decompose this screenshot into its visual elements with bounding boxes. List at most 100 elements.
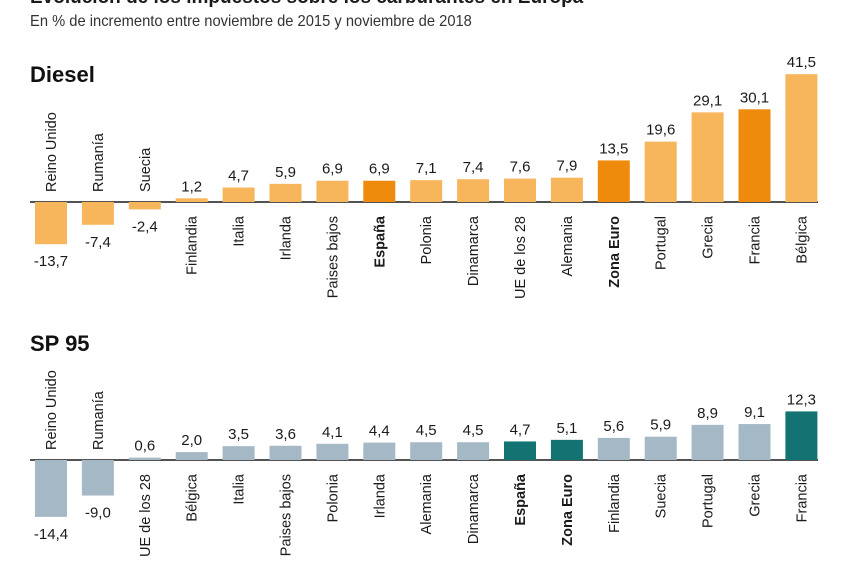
diesel-value-label: 7,1 [416,160,437,177]
diesel-category-label: Polonia [419,215,435,264]
sp95-category-label: Francia [794,473,810,522]
diesel-value-label: 7,6 [510,159,531,176]
sp95-value-label: 12,3 [787,391,816,408]
sp95-bar [738,424,771,460]
sp95-bar [785,411,818,460]
sp95-category-label: Finlandia [607,473,623,533]
sp95-panel-title: SP 95 [30,331,90,356]
diesel-category-label: Irlanda [279,215,295,260]
sp95-value-label: 4,4 [369,423,390,440]
diesel-panel-title: Diesel [30,62,95,87]
diesel-bar [738,109,771,202]
diesel-value-label: 29,1 [693,92,722,109]
sp95-bar [644,436,677,460]
diesel-category-label: Grecia [701,215,717,259]
sp95-category-label: Suecia [654,473,670,518]
sp95-value-label: 4,7 [510,421,531,438]
diesel-bar [128,202,161,210]
diesel-category-label: Zona Euro [607,216,623,288]
diesel-category-label: Alemania [560,215,576,276]
sp95-bar [35,460,67,517]
sp95-bar [269,445,302,460]
diesel-category-label: Finlandia [185,215,201,275]
sp95-category-label: Paises bajos [279,474,295,556]
diesel-category-label: Francia [748,215,764,264]
diesel-bar [363,180,396,202]
sp95-category-label: Portugal [701,474,717,528]
diesel-category-label: Rumanía [91,132,107,192]
sp95-category-label: Bélgica [185,473,201,521]
sp95-bar [410,442,443,460]
diesel-category-label: Reino Unido [44,112,60,192]
diesel-bar [785,74,818,202]
sp95-value-label: 5,1 [556,420,577,437]
sp95-value-label: 4,5 [416,422,437,439]
diesel-value-label: 4,7 [228,168,249,185]
diesel-bar [175,198,208,202]
diesel-bar [457,179,490,202]
sp95-category-label: UE de los 28 [138,474,154,557]
diesel-value-label: -2,4 [132,218,158,235]
sp95-category-label: Reino Unido [44,370,60,450]
diesel-category-label: Bélgica [794,215,810,263]
sp95-category-label: Polonia [325,473,341,522]
diesel-bar [81,202,114,225]
sp95-value-label: 3,6 [275,426,296,443]
sp95-bar [691,424,724,460]
sp95-bar [222,446,255,460]
diesel-value-label: 30,1 [740,89,769,106]
diesel-value-label: 1,2 [181,178,202,195]
sp95-bar [128,457,161,460]
diesel-value-label: -7,4 [85,234,111,251]
sp95-category-label: Irlanda [372,473,388,518]
diesel-category-label: Suecia [138,147,154,192]
sp95-value-label: -14,4 [34,526,68,543]
sp95-value-label: 3,5 [228,426,249,443]
sp95-category-label: Alemania [419,473,435,534]
diesel-value-label: 19,6 [646,122,675,139]
diesel-category-label: Portugal [654,216,670,270]
sp95-bar [504,441,536,460]
diesel-value-label: 7,4 [463,159,484,176]
sp95-bar [81,460,114,496]
diesel-category-label: Dinamarca [466,215,482,286]
diesel-bar [504,178,536,202]
diesel-bar [35,202,67,245]
diesel-bar [550,177,583,202]
diesel-bar [644,141,677,202]
diesel-value-label: 6,9 [369,161,390,178]
diesel-bar [410,180,443,202]
sp95-category-label: Italia [232,473,248,505]
sp95-category-label: Rumanía [91,390,107,450]
diesel-category-label: España [372,215,388,268]
sp95-value-label: 4,1 [322,424,343,441]
sp95-category-label: Grecia [748,473,764,517]
diesel-value-label: 7,9 [556,158,577,175]
diesel-value-label: 13,5 [599,140,628,157]
diesel-value-label: 6,9 [322,161,343,178]
sp95-value-label: 2,0 [181,432,202,449]
sp95-value-label: 5,6 [603,418,624,435]
sp95-value-label: 9,1 [744,404,765,421]
diesel-value-label: 5,9 [275,164,296,181]
sp95-category-label: Dinamarca [466,473,482,544]
sp95-bar [316,443,349,460]
sp95-value-label: 5,9 [650,417,671,434]
sp95-value-label: 0,6 [134,438,155,455]
sp95-category-label: España [513,473,529,526]
sp95-bar [175,452,208,460]
sp95-value-label: 8,9 [697,405,718,422]
sp95-value-label: -9,0 [85,505,111,522]
diesel-bar [597,160,630,202]
sp95-value-label: 4,5 [463,422,484,439]
diesel-value-label: 41,5 [787,54,816,71]
chart-title: Evolución de los impuestos sobre los car… [30,0,583,9]
diesel-bar [691,112,724,202]
sp95-category-label: Zona Euro [560,474,576,546]
diesel-bar [269,183,302,202]
sp95-bar [550,439,583,460]
sp95-bar [597,437,630,460]
diesel-category-label: Italia [232,215,248,247]
sp95-bar [363,442,396,460]
